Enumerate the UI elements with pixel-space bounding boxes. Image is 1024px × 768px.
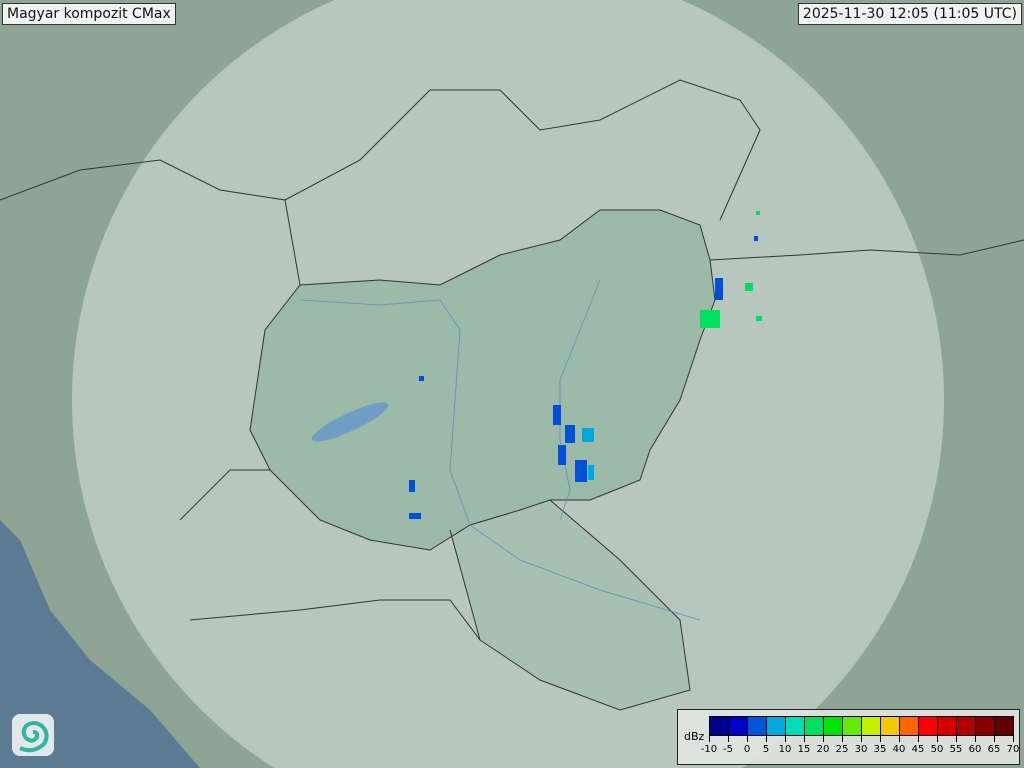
legend-tick-label: 60	[968, 744, 982, 755]
legend-tick-label: 70	[1006, 744, 1020, 755]
sea-adriatic	[0, 520, 200, 768]
legend-swatch	[710, 717, 729, 735]
legend-tick-label: 0	[743, 744, 751, 755]
legend-swatch	[976, 717, 995, 735]
legend-tick-mark	[994, 736, 995, 742]
legend-tick-mark	[728, 736, 729, 742]
dbz-legend: dBz -10 -5 0 5 10 15 20 25 30 35 40 45 50 55 60 65 70	[677, 709, 1020, 765]
legend-swatch	[843, 717, 862, 735]
legend-tick-label: 45	[911, 744, 925, 755]
legend-color-bar	[709, 716, 1014, 736]
legend-tick-label: 55	[949, 744, 963, 755]
legend-swatch	[805, 717, 824, 735]
legend-tick-mark	[899, 736, 900, 742]
legend-ticks: -10 -5 0 5 10 15 20 25 30 35 40 45 50 55 60 65 70	[701, 736, 1019, 756]
legend-tick-label: 65	[987, 744, 1001, 755]
lake-balaton	[311, 402, 389, 442]
legend-swatch	[881, 717, 900, 735]
legend-swatch	[767, 717, 786, 735]
legend-tick-mark	[766, 736, 767, 742]
legend-tick-label: 35	[873, 744, 887, 755]
legend-tick-label: 30	[854, 744, 868, 755]
legend-tick-mark	[709, 736, 710, 742]
legend-tick-mark	[975, 736, 976, 742]
legend-tick-label: 50	[930, 744, 944, 755]
legend-tick-label: 15	[797, 744, 811, 755]
legend-swatch	[957, 717, 976, 735]
legend-tick-label: -5	[723, 744, 733, 755]
country-borders	[0, 79, 1024, 711]
timestamp: 2025-11-30 12:05 (11:05 UTC)	[797, 3, 1022, 25]
legend-tick-label: 40	[892, 744, 906, 755]
legend-swatch	[862, 717, 881, 735]
legend-tick-mark	[880, 736, 881, 742]
legend-tick-mark	[861, 736, 862, 742]
legend-tick-mark	[785, 736, 786, 742]
legend-swatch	[748, 717, 767, 735]
legend-tick-mark	[823, 736, 824, 742]
legend-tick-mark	[842, 736, 843, 742]
country-hungary	[250, 210, 715, 550]
radar-echoes	[409, 211, 762, 519]
legend-swatch	[919, 717, 938, 735]
legend-tick-mark	[956, 736, 957, 742]
legend-swatch	[786, 717, 805, 735]
legend-tick-label: 25	[835, 744, 849, 755]
legend-swatch	[995, 717, 1013, 735]
legend-tick-label: 10	[778, 744, 792, 755]
legend-tick-mark	[937, 736, 938, 742]
legend-tick-label: 20	[816, 744, 830, 755]
legend-swatch	[729, 717, 748, 735]
legend-tick-mark	[747, 736, 748, 742]
legend-swatch	[900, 717, 919, 735]
legend-tick-mark	[918, 736, 919, 742]
legend-unit: dBz	[684, 730, 705, 743]
legend-swatch	[824, 717, 843, 735]
legend-tick-label: -10	[700, 744, 718, 755]
legend-tick-mark	[804, 736, 805, 742]
legend-tick-mark	[1013, 736, 1014, 742]
product-title: Magyar kompozit CMax	[2, 3, 176, 25]
legend-swatch	[938, 717, 957, 735]
legend-tick-label: 5	[762, 744, 770, 755]
swirl-logo-icon[interactable]	[12, 714, 54, 756]
